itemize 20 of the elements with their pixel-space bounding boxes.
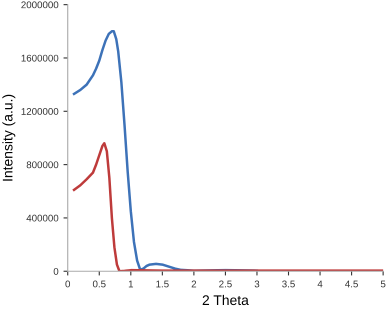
y-tick-label: 800000 [26, 161, 58, 168]
x-tick-label: 3.5 [282, 280, 295, 288]
x-tick-label: 2.5 [219, 280, 232, 288]
y-tick-label: 1600000 [22, 54, 58, 62]
y-tick-label: 0 [54, 268, 58, 275]
x-tick-label: 0.5 [92, 280, 106, 288]
x-tick-label: 4.5 [345, 280, 358, 288]
y-tick-label: 400000 [26, 214, 58, 222]
x-tick-label: 1.5 [156, 280, 169, 288]
x-tick-label: 1 [128, 280, 134, 288]
line-series [72, 142, 384, 272]
x-tick-label: 4 [318, 280, 322, 288]
x-tick-label: 3 [254, 280, 260, 288]
y-tick-label: 2000000 [21, 1, 58, 8]
y-axis-title: Intensity (a.u.) [2, 94, 16, 181]
y-tick-label: 1200000 [22, 108, 58, 115]
x-tick-label: 2 [192, 280, 196, 288]
x-tick-label: 0 [65, 280, 70, 288]
x-axis-title: 2 Theta [202, 294, 249, 306]
x-tick-label: 5 [380, 280, 386, 288]
